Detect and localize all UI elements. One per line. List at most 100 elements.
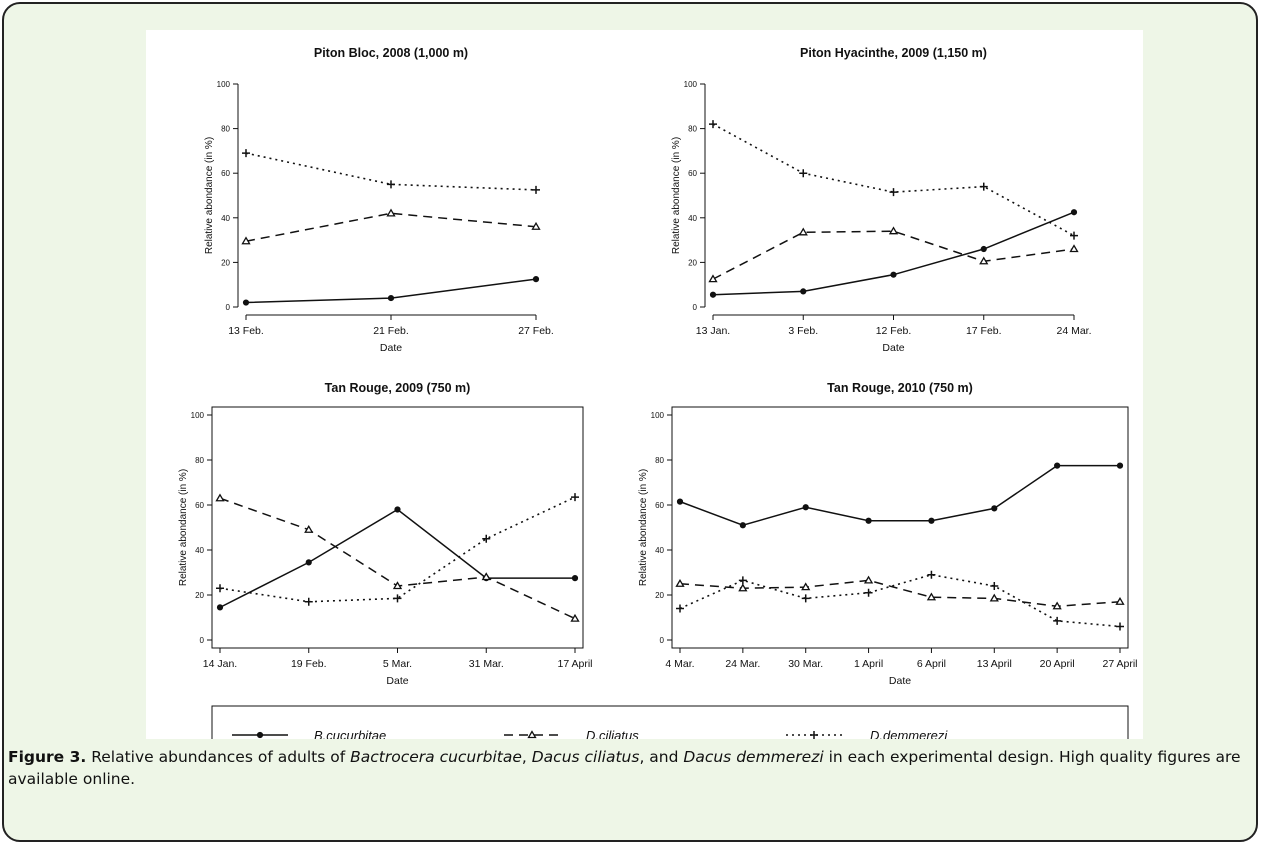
x-tick-label: 4 Mar. [665,658,694,670]
data-point-circle [1116,462,1124,469]
legend-label: B.cucurbitae [314,728,386,739]
x-tick-label: 24 Mar. [725,658,760,670]
caption-segment: in each experimental design. High qualit… [8,748,1241,788]
data-point-triangle [392,581,403,590]
data-point-triangle [675,578,685,587]
y-tick-label: 100 [191,411,205,420]
legend-label: D.demmerezi [870,728,948,739]
data-point-circle [532,276,540,283]
data-point-triangle [888,226,899,235]
y-tick-label: 0 [226,303,231,312]
series-line [219,508,575,609]
data-point-triangle [215,493,225,502]
data-point-plus [810,731,818,739]
plot-frame [671,406,1129,649]
y-tick-label: 80 [655,456,664,465]
data-point-plus [864,588,873,597]
x-axis-label: Date [889,675,911,687]
data-point-plus [1053,616,1062,625]
x-tick-label: 30 Mar. [788,658,823,670]
y-axis-label: Relative abondance (in %) [178,469,189,586]
data-point-circle [709,291,717,298]
series-line [679,573,1121,628]
data-point-circle [216,604,224,611]
plot-frame [211,406,584,649]
data-point-plus [799,169,808,178]
y-tick-label: 60 [688,169,697,178]
data-point-circle [802,504,809,511]
y-tick-label: 20 [195,591,204,600]
x-tick-label: 31 Mar. [469,658,504,670]
data-point-plus [532,185,540,194]
data-point-circle [1054,462,1061,469]
x-axis-label: Date [386,675,408,687]
series-line [712,211,1075,296]
legend: B.cucurbitae D.ciliatus D.demmerezi [211,705,1129,739]
chart-panel: Tan Rouge, 2010 (750 m) 0 20 40 60 80 100 Relat… [638,381,1138,687]
data-point-circle [676,498,684,505]
caption-body: Relative abundances of adults of Bactroc… [8,748,1241,788]
data-point-circle [1070,209,1078,216]
series-d-demmerezi [709,120,1078,240]
x-tick-label: 19 Feb. [291,658,327,670]
data-point-triangle [1052,601,1062,610]
x-tick-label: 5 Mar. [383,658,412,670]
chart-title: Piton Hyacinthe, 2009 (1,150 m) [800,46,987,60]
chart-title: Tan Rouge, 2010 (750 m) [827,381,973,395]
data-point-plus [1116,622,1124,631]
data-point-triangle [1069,244,1079,253]
data-point-circle [928,517,935,524]
data-point-plus [387,180,395,189]
data-point-plus [482,534,491,543]
y-tick-label: 100 [651,411,665,420]
caption-segment: Bactrocera cucurbitae [350,748,522,766]
y-tick-label: 80 [221,125,230,134]
data-point-triangle [527,730,537,739]
series-d-ciliatus [675,575,1125,610]
x-tick-label: 17 Feb. [966,325,1002,337]
caption-segment: , and [639,748,684,766]
data-point-circle [387,294,395,302]
chart-panel: Piton Bloc, 2008 (1,000 m) 0 20 40 60 80 100 Re… [204,46,554,354]
data-point-triangle [570,613,580,622]
y-tick-label: 20 [688,258,697,267]
y-axis-label: Relative abondance (in %) [204,137,215,254]
data-point-triangle [386,208,396,217]
data-point-triangle [241,236,251,245]
caption-segment: Dacus demmerezi [683,748,824,766]
chart-panel: Tan Rouge, 2009 (750 m) 0 20 40 60 80 100 Relat… [178,381,593,687]
x-axis-label: Date [380,342,402,354]
data-point-circle [394,506,401,513]
data-point-triangle [926,592,937,601]
figure-panel: Piton Bloc, 2008 (1,000 m) 0 20 40 60 80 100 Re… [146,30,1143,739]
data-point-plus [216,584,224,593]
legend-box [211,705,1129,739]
data-point-circle [571,575,579,582]
series-line [679,464,1120,527]
x-tick-label: 1 April [854,658,883,670]
data-point-triangle [863,575,874,584]
chart-title: Piton Bloc, 2008 (1,000 m) [314,46,468,60]
data-point-triangle [798,227,808,236]
y-tick-label: 0 [200,636,205,645]
x-tick-label: 13 Feb. [228,325,264,337]
data-point-circle [305,559,312,566]
y-tick-label: 20 [655,591,664,600]
data-point-plus [801,594,810,603]
x-tick-label: 21 Feb. [373,325,409,337]
y-tick-label: 0 [660,636,665,645]
y-tick-label: 0 [693,303,698,312]
series-line [712,230,1075,280]
data-point-plus [1070,231,1078,240]
y-axis-label: Relative abondance (in %) [671,137,682,254]
data-point-circle [890,271,897,278]
x-tick-label: 20 April [1040,658,1075,670]
data-point-triangle [304,524,314,533]
data-point-circle [739,522,746,529]
y-tick-label: 40 [655,546,664,555]
x-tick-label: 6 April [917,658,946,670]
data-point-triangle [989,593,999,602]
data-point-circle [865,517,872,524]
y-tick-label: 60 [195,501,204,510]
y-tick-label: 80 [195,456,204,465]
